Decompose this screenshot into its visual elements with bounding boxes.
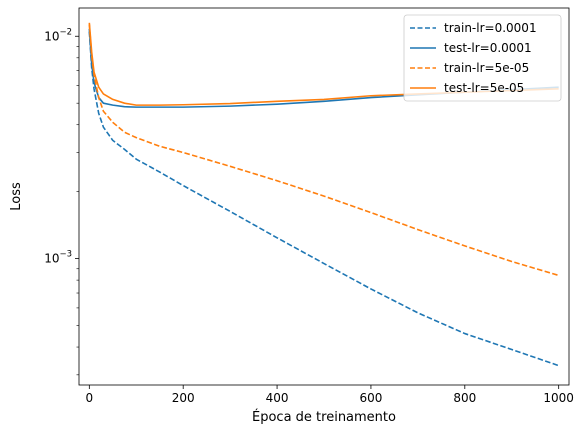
y-axis-label: Loss [9, 182, 24, 211]
y-tick-label-base: 10 [44, 29, 59, 43]
x-tick-label: 600 [359, 391, 382, 405]
y-tick-label-exponent: −3 [59, 250, 72, 260]
legend-label: test-lr=5e-05 [444, 81, 524, 95]
legend-label: train-lr=0.0001 [444, 21, 537, 35]
x-tick-label: 800 [453, 391, 476, 405]
x-tick-label: 0 [86, 391, 94, 405]
x-tick-label: 1000 [543, 391, 574, 405]
x-tick-label: 200 [172, 391, 195, 405]
x-axis-label: Época de treinamento [252, 409, 396, 425]
legend-label: test-lr=0.0001 [444, 41, 532, 55]
y-tick-label-base: 10 [44, 252, 59, 266]
legend-label: train-lr=5e-05 [444, 61, 529, 75]
y-tick-label-exponent: −2 [59, 27, 72, 37]
legend: train-lr=0.0001 test-lr=0.0001 train-lr=5e… [404, 15, 561, 101]
x-tick-label: 400 [266, 391, 289, 405]
